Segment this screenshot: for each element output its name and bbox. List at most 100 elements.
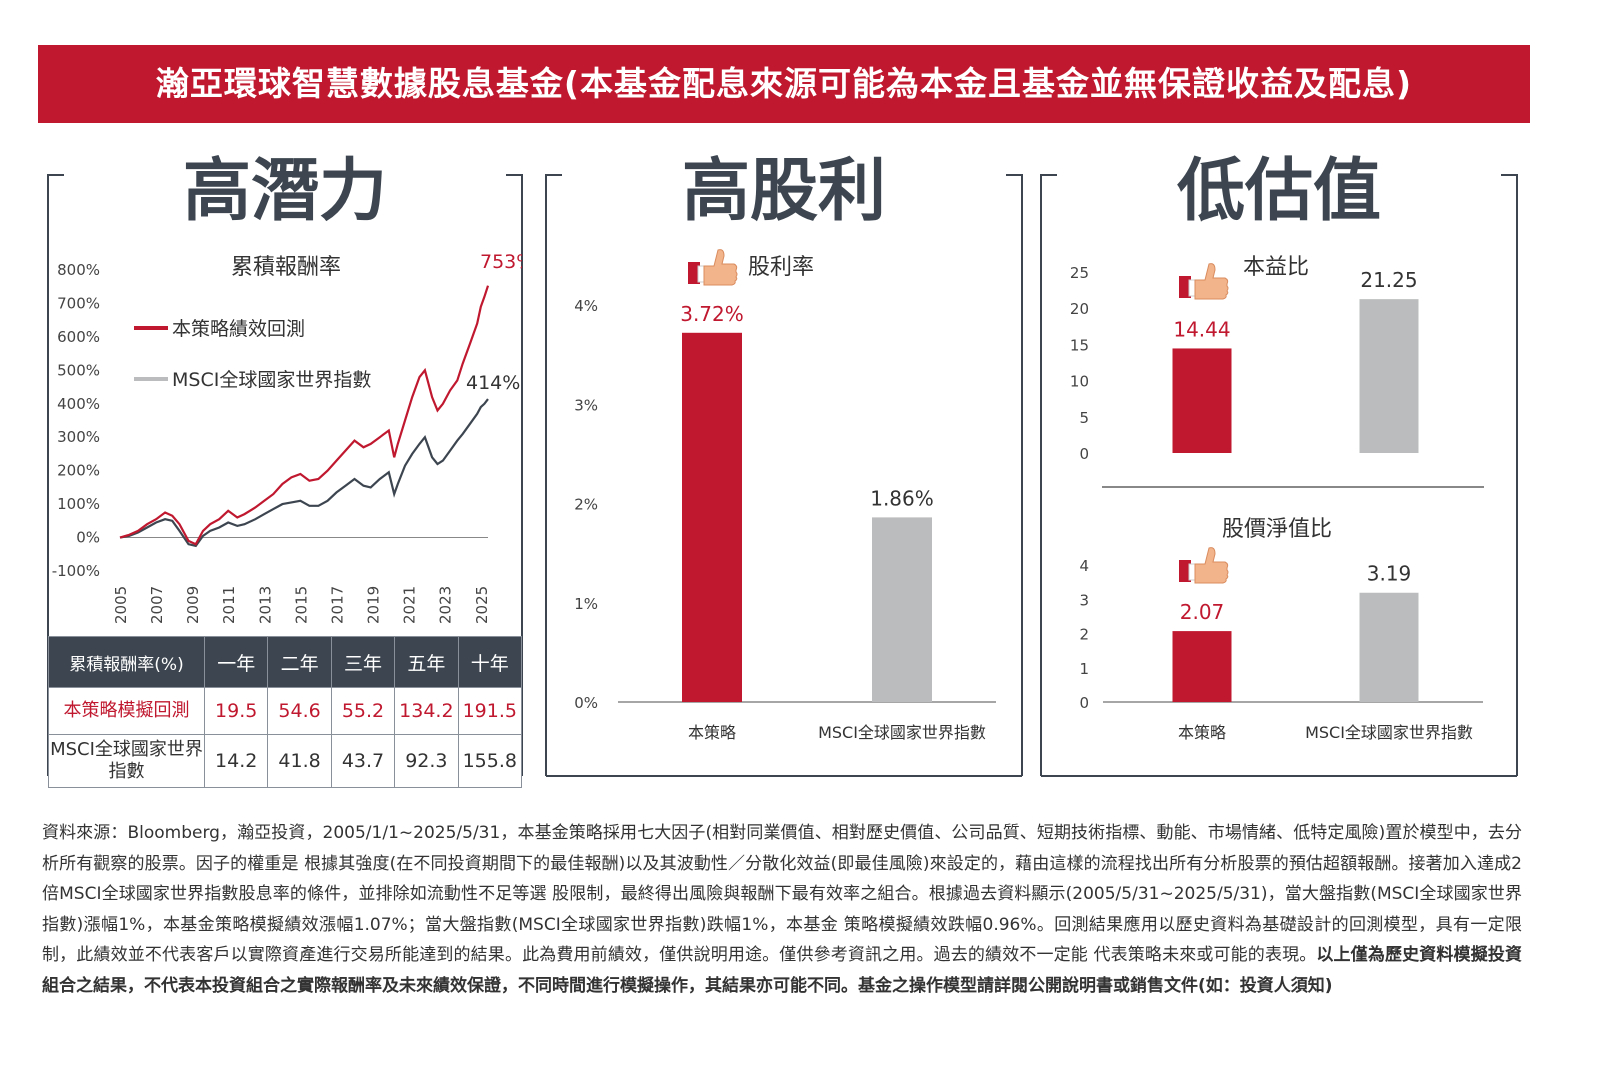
table-row: 本策略模擬回測 19.5 54.6 55.2 134.2 191.5 — [48, 687, 523, 735]
series-line-strategy — [119, 285, 490, 546]
y-tick-label: 0% — [76, 529, 100, 547]
line-chart-legend: 本策略績效回測 MSCI全球國家世界指數 — [134, 318, 371, 391]
y-tick-label: 400% — [57, 395, 100, 413]
bar-chart-title-pe: 本益比 — [1243, 255, 1309, 280]
y-tick-label: 0 — [1079, 445, 1089, 463]
y-tick-label: 300% — [57, 428, 100, 446]
bar-chart-y-ticks: 4% 3% 2% 1% 0% — [574, 297, 598, 712]
y-tick-label: 0% — [574, 694, 598, 712]
table-row: MSCI全球國家世界指數 14.2 41.8 43.7 92.3 155.8 — [48, 734, 523, 788]
category-label: MSCI全球國家世界指數 — [818, 723, 986, 742]
table-row-label: 本策略模擬回測 — [48, 687, 205, 735]
bar-chart-bars: 14.44 21.25 — [1172, 268, 1419, 453]
category-label: 本策略 — [688, 723, 736, 742]
bar-value-label: 3.19 — [1367, 562, 1412, 586]
table-cell: 19.5 — [203, 687, 269, 735]
table-header: 三年 — [330, 636, 396, 688]
y-tick-label: 700% — [57, 294, 100, 312]
table-cell: 191.5 — [457, 687, 523, 735]
x-tick-label: 2011 — [220, 586, 238, 624]
table-cell: 43.7 — [330, 734, 396, 788]
pb-ratio-bar-chart: 股價淨值比 4 3 2 1 0 2.07 本策略 3.19 MSCI全球國家世界指數 — [1079, 517, 1483, 742]
x-tick-label: 2013 — [256, 586, 274, 624]
bar-value-label: 21.25 — [1360, 268, 1417, 292]
y-tick-label: 10 — [1070, 373, 1089, 391]
x-tick-label: 2009 — [184, 586, 202, 624]
legend-label-benchmark: MSCI全球國家世界指數 — [172, 369, 371, 391]
dividend-yield-bar-chart: 股利率 4% 3% 2% 1% 0% 3.72% 本策略 1.86% MSCI全球國家世界指數 — [574, 249, 996, 742]
y-tick-label: 4% — [574, 297, 598, 315]
y-tick-label: 100% — [57, 495, 100, 513]
panel-title-low-valuation: 低估值 — [1176, 152, 1381, 231]
table-header-row: 累積報酬率(%) 一年 二年 三年 五年 十年 — [48, 636, 523, 688]
bar-value-label: 14.44 — [1173, 317, 1230, 341]
bar-chart-title-pb: 股價淨值比 — [1222, 517, 1332, 542]
table-cell: 41.8 — [267, 734, 332, 788]
disclaimer-footnote: 資料來源：Bloomberg，瀚亞投資，2005/1/1~2025/5/31，本… — [42, 818, 1522, 1001]
right-panel-frame — [1040, 174, 1518, 777]
y-tick-label: 3 — [1079, 591, 1089, 609]
x-tick-label: 2019 — [365, 586, 383, 624]
disclaimer-bold-text: 以上僅為歷史資料模擬投資組合之結果，不代表本投資組合之實際報酬率及未來績效保證，… — [42, 945, 1523, 996]
table-cell: 92.3 — [394, 734, 459, 788]
x-tick-label: 2023 — [437, 586, 455, 624]
table-header: 累積報酬率(%) — [48, 636, 205, 688]
bar-chart-title-dividend: 股利率 — [748, 255, 814, 280]
pe-ratio-bar-chart: 本益比 25 20 15 10 5 0 14.44 21.25 — [1070, 255, 1419, 463]
table-cell: 155.8 — [457, 734, 523, 788]
x-tick-label: 2021 — [401, 586, 419, 624]
y-tick-label: 1 — [1079, 660, 1089, 678]
table-header: 五年 — [394, 636, 459, 688]
line-chart-title: 累積報酬率 — [231, 255, 341, 280]
x-tick-label: 2005 — [112, 586, 130, 624]
y-tick-label: 5 — [1079, 409, 1089, 427]
legend-label-strategy: 本策略績效回測 — [172, 318, 305, 340]
bar-value-label: 2.07 — [1180, 600, 1225, 624]
bar-value-label: 1.86% — [870, 486, 934, 510]
bar-benchmark — [872, 517, 932, 702]
panel-title-high-potential: 高潛力 — [182, 152, 387, 231]
y-tick-label: 600% — [57, 328, 100, 346]
y-tick-label: 1% — [574, 595, 598, 613]
y-tick-label: 25 — [1070, 264, 1089, 282]
table-header: 十年 — [457, 636, 523, 688]
table-cell: 14.2 — [203, 734, 269, 788]
bar-chart-bars: 2.07 本策略 3.19 MSCI全球國家世界指數 — [1172, 562, 1473, 742]
table-cell: 54.6 — [267, 687, 332, 735]
table-header: 一年 — [203, 636, 269, 688]
line-chart-x-ticks: 2005 2007 2009 2011 2013 2015 2017 2019 2021 2023… — [112, 586, 491, 624]
disclaimer-text: 資料來源：Bloomberg，瀚亞投資，2005/1/1~2025/5/31，本… — [42, 823, 1522, 965]
table-row-label: MSCI全球國家世界指數 — [48, 734, 205, 788]
y-tick-label: 3% — [574, 396, 598, 414]
bar-strategy — [1172, 631, 1232, 702]
x-tick-label: 2017 — [328, 586, 346, 624]
bar-strategy — [682, 332, 742, 702]
cumulative-return-table: 累積報酬率(%) 一年 二年 三年 五年 十年 本策略模擬回測 19.5 54.… — [48, 636, 523, 788]
pe-chart-divider — [1102, 486, 1484, 488]
x-tick-label: 2025 — [473, 586, 491, 624]
x-tick-label: 2015 — [292, 586, 310, 624]
bar-chart-y-ticks: 25 20 15 10 5 0 — [1070, 264, 1089, 463]
y-tick-label: 200% — [57, 462, 100, 480]
x-tick-label: 2007 — [148, 586, 166, 624]
end-label-strategy: 753% — [480, 251, 522, 273]
bar-benchmark — [1359, 299, 1419, 453]
y-tick-label: 800% — [57, 261, 100, 279]
thumbs-up-icon — [688, 249, 738, 286]
bar-chart-y-ticks: 4 3 2 1 0 — [1079, 557, 1089, 712]
category-label: MSCI全球國家世界指數 — [1305, 723, 1473, 742]
y-tick-label: 2 — [1079, 626, 1089, 644]
bar-strategy — [1172, 348, 1232, 453]
y-tick-label: 15 — [1070, 336, 1089, 354]
table-header: 二年 — [267, 636, 332, 688]
page-banner-title: 瀚亞環球智慧數據股息基金(本基金配息來源可能為本金且基金並無保證收益及配息) — [38, 45, 1530, 123]
y-tick-label: 4 — [1079, 557, 1089, 575]
cumulative-return-line-chart: 累積報酬率 800% 700% 600% 500% 400% 300% 200% 100% 0%… — [52, 251, 522, 624]
table-cell: 55.2 — [330, 687, 396, 735]
middle-panel-frame — [545, 174, 1023, 777]
bar-benchmark — [1359, 592, 1419, 702]
y-tick-label: 0 — [1079, 694, 1089, 712]
thumbs-up-icon — [1179, 547, 1229, 584]
y-tick-label: 500% — [57, 361, 100, 379]
